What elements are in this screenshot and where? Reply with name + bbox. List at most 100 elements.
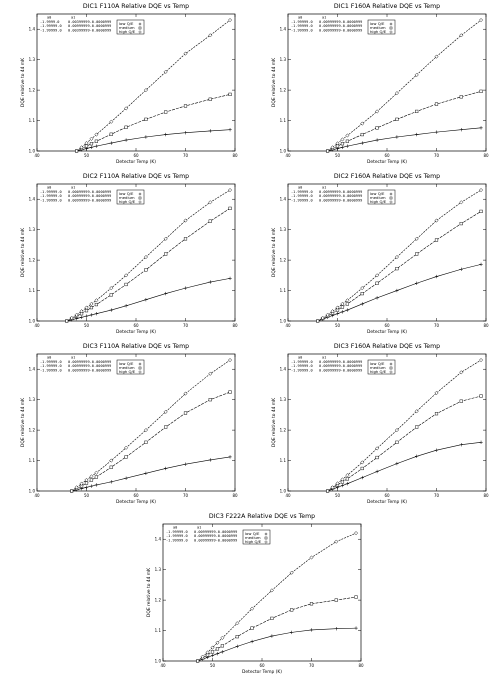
coef-header-a1: a1 xyxy=(322,356,326,360)
data-point xyxy=(330,145,335,150)
data-point xyxy=(375,138,379,142)
data-point xyxy=(375,109,380,114)
data-point xyxy=(143,255,148,260)
plot-frame xyxy=(287,183,487,322)
x-axis-label: Detector Temp (K) xyxy=(116,499,156,505)
data-point xyxy=(375,455,379,460)
coef-a0-value: -1.99999.0 xyxy=(291,368,313,372)
data-point xyxy=(109,119,114,124)
coef-a1-value: 0.00999999-0.0000999 xyxy=(319,364,362,368)
data-point xyxy=(270,634,274,638)
data-point xyxy=(109,293,113,297)
y-tick-label: 1.1 xyxy=(280,288,287,293)
x-axis-label: Detector Temp (K) xyxy=(367,159,407,165)
x-tick-label: 70 xyxy=(309,663,315,668)
chart-svg-dic3-f222a: DIC3 F222A Relative DQE vs Temp 40 50 60 70 8… xyxy=(146,513,364,675)
data-point xyxy=(215,647,220,651)
legend-marker xyxy=(138,370,142,374)
data-point xyxy=(434,130,439,134)
data-point xyxy=(360,141,364,145)
x-tick-label: 80 xyxy=(232,153,238,158)
data-point xyxy=(163,409,168,414)
data-point xyxy=(479,394,483,398)
data-point xyxy=(228,358,233,363)
coef-a0-value: -1.99999.0 xyxy=(166,538,188,542)
data-point xyxy=(124,138,128,142)
data-point xyxy=(395,135,399,139)
data-point xyxy=(215,640,220,645)
data-point xyxy=(94,139,98,143)
data-point xyxy=(109,480,113,484)
data-point xyxy=(360,132,364,137)
coef-a1-value: 0.00099999-0.0000999 xyxy=(68,190,111,194)
data-point xyxy=(228,455,232,459)
x-axis-label: Detector Temp (K) xyxy=(116,329,156,335)
y-tick-label: 1.1 xyxy=(155,628,162,633)
data-point xyxy=(109,458,114,463)
data-point xyxy=(290,630,294,635)
data-point xyxy=(345,144,350,148)
data-point xyxy=(434,274,439,279)
coef-a1-value: 0.00999999-0.0000999 xyxy=(319,190,362,194)
data-point xyxy=(414,409,419,414)
data-point xyxy=(415,109,419,114)
data-point xyxy=(144,297,148,302)
x-tick-label: 80 xyxy=(483,493,489,498)
y-axis-label: DQE relative to 44 mK xyxy=(20,398,26,447)
data-point xyxy=(330,309,335,314)
data-point xyxy=(235,635,239,639)
coef-a1-value: 0.00999999-0.0000999 xyxy=(68,198,111,202)
legend-box xyxy=(367,189,396,205)
coef-a0-value: -1.99999.0 xyxy=(40,28,62,32)
legend-label: high Q/E xyxy=(245,539,262,544)
data-point xyxy=(94,483,99,487)
data-point xyxy=(434,412,439,416)
x-tick-label: 80 xyxy=(483,153,489,158)
coef-a1-value: 0.00999999-0.0000999 xyxy=(319,24,362,28)
data-point xyxy=(269,588,274,593)
coef-a0-value: -1.99999.0 xyxy=(40,24,62,28)
data-point xyxy=(84,314,89,318)
data-point xyxy=(459,33,464,38)
data-point xyxy=(459,399,463,403)
data-point xyxy=(320,315,325,320)
x-tick-label: 50 xyxy=(84,493,90,498)
data-point xyxy=(64,318,69,324)
y-tick-label: 1.3 xyxy=(280,397,287,402)
series-line xyxy=(197,532,357,662)
data-point xyxy=(228,206,232,210)
data-point xyxy=(235,644,239,649)
y-tick-label: 1.0 xyxy=(29,488,36,493)
data-point xyxy=(434,102,439,106)
data-point xyxy=(360,460,365,465)
data-point xyxy=(250,606,255,611)
legend-marker xyxy=(389,366,393,370)
coef-a1-value: 0.00999999-0.0000999 xyxy=(319,360,362,364)
legend-label: medium xyxy=(370,365,386,370)
legend-label: medium xyxy=(119,25,135,30)
plot-frame xyxy=(36,13,236,152)
series-line xyxy=(66,189,231,322)
x-tick-label: 60 xyxy=(384,153,390,158)
legend-label: high Q/E xyxy=(370,199,387,204)
coef-a0-value: -1.99999.0 xyxy=(166,534,188,538)
data-point xyxy=(459,267,463,271)
data-point xyxy=(208,219,212,223)
y-tick-label: 1.1 xyxy=(280,118,287,123)
legend-marker xyxy=(389,200,393,204)
data-point xyxy=(459,200,464,205)
y-tick-label: 1.3 xyxy=(155,567,162,572)
data-point xyxy=(109,286,114,291)
coef-a1-value: 0.00999999-0.0000999 xyxy=(194,534,237,538)
data-point xyxy=(164,291,168,296)
data-point xyxy=(84,144,89,148)
y-tick-label: 1.0 xyxy=(29,148,36,153)
x-tick-label: 60 xyxy=(133,493,139,498)
data-point xyxy=(210,650,215,654)
coef-a1-value: 0.00999999-0.0000999 xyxy=(319,28,362,32)
data-point xyxy=(143,88,148,93)
coef-header-a0: a0 xyxy=(298,186,302,190)
data-point xyxy=(94,144,99,148)
data-point xyxy=(94,470,99,475)
data-point xyxy=(208,458,212,462)
